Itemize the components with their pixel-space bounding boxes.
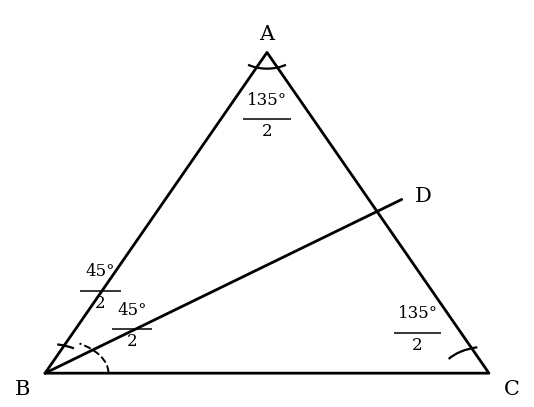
Text: 2: 2 bbox=[412, 337, 423, 354]
Text: D: D bbox=[415, 187, 432, 206]
Text: 135°: 135° bbox=[397, 305, 438, 322]
Text: 135°: 135° bbox=[247, 92, 287, 109]
Text: 45°: 45° bbox=[117, 302, 147, 319]
Text: 2: 2 bbox=[127, 333, 138, 350]
Text: B: B bbox=[15, 380, 30, 399]
Text: C: C bbox=[504, 380, 520, 399]
Text: A: A bbox=[260, 25, 274, 44]
Text: 45°: 45° bbox=[86, 263, 115, 280]
Text: 2: 2 bbox=[95, 295, 106, 312]
Text: 2: 2 bbox=[262, 123, 272, 140]
